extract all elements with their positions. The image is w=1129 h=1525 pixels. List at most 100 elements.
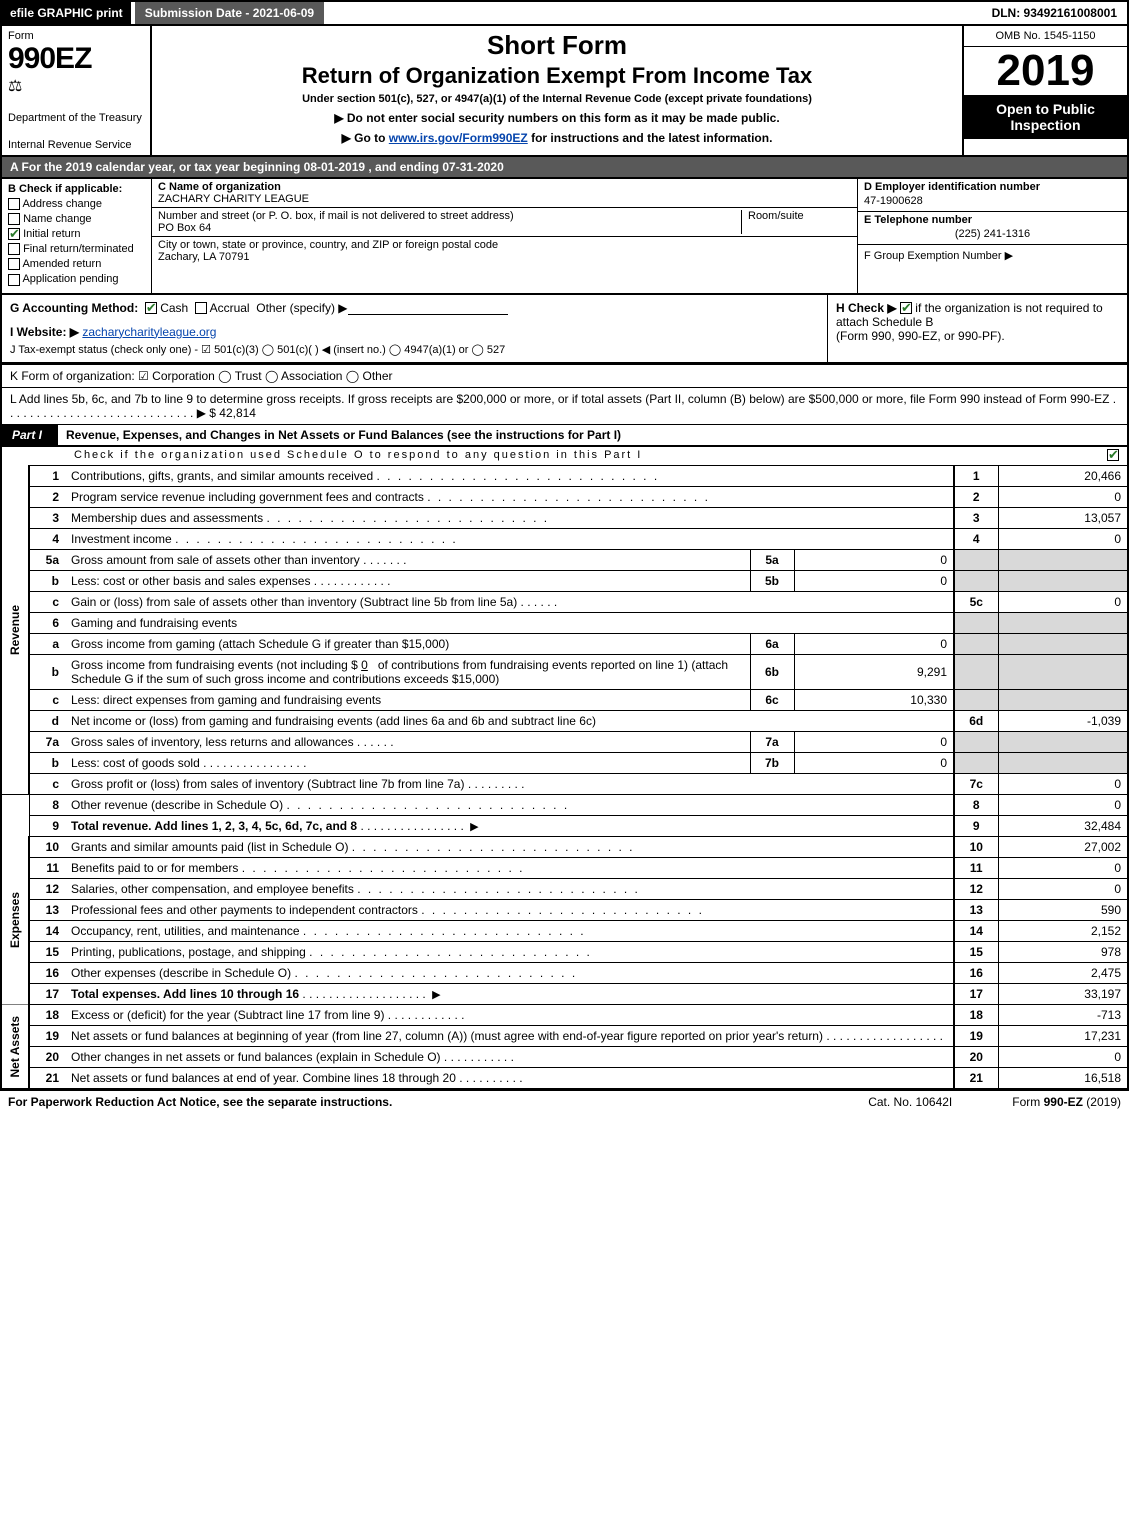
- val-3: 13,057: [998, 507, 1128, 528]
- footer-form-year: (2019): [1083, 1095, 1121, 1109]
- val-20: 0: [998, 1046, 1128, 1067]
- opt-name-change: Name change: [23, 213, 92, 225]
- g-label: G Accounting Method:: [10, 301, 138, 315]
- part1-title: Revenue, Expenses, and Changes in Net As…: [58, 425, 1127, 445]
- tax-year: 2019: [964, 47, 1127, 95]
- desc-6: Gaming and fundraising events: [65, 612, 954, 633]
- chk-application-pending[interactable]: Application pending: [8, 273, 145, 285]
- desc-3: Membership dues and assessments: [71, 511, 263, 525]
- val-17: 33,197: [998, 983, 1128, 1004]
- irs-link[interactable]: www.irs.gov/Form990EZ: [389, 131, 528, 145]
- j-tax-exempt: J Tax-exempt status (check only one) - ☑…: [10, 343, 819, 356]
- box-def: D Employer identification number 47-1900…: [857, 179, 1127, 293]
- city-label: City or town, state or province, country…: [158, 239, 851, 251]
- chk-final-return[interactable]: Final return/terminated: [8, 243, 145, 255]
- ln-9: 9: [29, 815, 65, 836]
- footer-form-pre: Form: [1012, 1095, 1043, 1109]
- subref-5b: 5b: [750, 570, 794, 591]
- shade-7a-val: [998, 731, 1128, 752]
- org-name: ZACHARY CHARITY LEAGUE: [158, 193, 851, 205]
- submission-date: Submission Date - 2021-06-09: [135, 2, 324, 24]
- c-name-label: C Name of organization: [158, 181, 281, 193]
- desc-13: Professional fees and other payments to …: [71, 903, 418, 917]
- subval-7b: 0: [794, 752, 954, 773]
- website-link[interactable]: zacharycharityleague.org: [82, 325, 216, 339]
- val-1: 20,466: [998, 465, 1128, 486]
- group-exemption: F Group Exemption Number ▶: [858, 244, 1127, 266]
- org-info-block: B Check if applicable: Address change Na…: [0, 179, 1129, 295]
- chk-accrual[interactable]: [195, 302, 207, 314]
- val-15: 978: [998, 941, 1128, 962]
- subval-6b: 9,291: [794, 654, 954, 689]
- chk-name-change[interactable]: Name change: [8, 213, 145, 225]
- goto-post: for instructions and the latest informat…: [528, 131, 773, 145]
- box-b: B Check if applicable: Address change Na…: [2, 179, 152, 293]
- row-6c: c Less: direct expenses from gaming and …: [1, 689, 1128, 710]
- ln-6c: c: [29, 689, 65, 710]
- footer-left: For Paperwork Reduction Act Notice, see …: [8, 1095, 808, 1109]
- k-form-org: K Form of organization: ☑ Corporation ◯ …: [0, 364, 1129, 387]
- ln-3: 3: [29, 507, 65, 528]
- shade-6c: [954, 689, 998, 710]
- sidebar-net-assets: Net Assets: [1, 1004, 29, 1089]
- ref-12: 12: [954, 878, 998, 899]
- ln-11: 11: [29, 857, 65, 878]
- ln-5c: c: [29, 591, 65, 612]
- ein-value: 47-1900628: [858, 195, 1127, 211]
- ref-15: 15: [954, 941, 998, 962]
- subval-5a: 0: [794, 549, 954, 570]
- ln-21: 21: [29, 1067, 65, 1089]
- chk-schedule-o[interactable]: [1107, 449, 1119, 461]
- gh-left: G Accounting Method: Cash Accrual Other …: [2, 295, 827, 362]
- val-5c: 0: [998, 591, 1128, 612]
- val-9: 32,484: [998, 815, 1128, 836]
- subval-6a: 0: [794, 633, 954, 654]
- shade-6b-val: [998, 654, 1128, 689]
- part1-sub: Check if the organization used Schedule …: [0, 447, 1129, 465]
- ref-5c: 5c: [954, 591, 998, 612]
- desc-5b: Less: cost or other basis and sales expe…: [71, 574, 310, 588]
- ref-4: 4: [954, 528, 998, 549]
- efile-print-label[interactable]: efile GRAPHIC print: [2, 2, 131, 24]
- ref-14: 14: [954, 920, 998, 941]
- chk-cash[interactable]: [145, 302, 157, 314]
- chk-h[interactable]: [900, 302, 912, 314]
- ref-21: 21: [954, 1067, 998, 1089]
- ref-8: 8: [954, 794, 998, 815]
- chk-address-change[interactable]: Address change: [8, 198, 145, 210]
- desc-7a: Gross sales of inventory, less returns a…: [71, 735, 354, 749]
- footer-right: Form 990-EZ (2019): [1012, 1095, 1121, 1109]
- opt-address-change: Address change: [22, 198, 102, 210]
- opt-accrual: Accrual: [210, 301, 250, 315]
- shade-7a: [954, 731, 998, 752]
- shade-7b: [954, 752, 998, 773]
- ln-13: 13: [29, 899, 65, 920]
- desc-6b: Gross income from fundraising events (no…: [65, 654, 750, 689]
- desc-5a: Gross amount from sale of assets other t…: [71, 553, 360, 567]
- chk-amended-return[interactable]: Amended return: [8, 258, 145, 270]
- desc-8: Other revenue (describe in Schedule O): [71, 798, 283, 812]
- opt-cash: Cash: [160, 301, 188, 315]
- ln-20: 20: [29, 1046, 65, 1067]
- desc-6b-1: Gross income from fundraising events (no…: [71, 658, 358, 672]
- box-h: H Check ▶ if the organization is not req…: [827, 295, 1127, 362]
- ln-15: 15: [29, 941, 65, 962]
- treasury-seal-icon: ⚖: [8, 76, 144, 96]
- desc-18: Excess or (deficit) for the year (Subtra…: [71, 1008, 384, 1022]
- header-right: OMB No. 1545-1150 2019 Open to Public In…: [962, 26, 1127, 155]
- subref-6c: 6c: [750, 689, 794, 710]
- h-label: H Check ▶: [836, 301, 897, 315]
- desc-4: Investment income: [71, 532, 172, 546]
- val-10: 27,002: [998, 836, 1128, 857]
- shade-6a: [954, 633, 998, 654]
- row-5b: b Less: cost or other basis and sales ex…: [1, 570, 1128, 591]
- ref-19: 19: [954, 1025, 998, 1046]
- city-value: Zachary, LA 70791: [158, 251, 851, 263]
- row-9: 9 Total revenue. Add lines 1, 2, 3, 4, 5…: [1, 815, 1128, 836]
- val-21: 16,518: [998, 1067, 1128, 1089]
- header-subtitle: Under section 501(c), 527, or 4947(a)(1)…: [160, 93, 954, 105]
- page-footer: For Paperwork Reduction Act Notice, see …: [0, 1090, 1129, 1113]
- form-number: 990EZ: [8, 42, 144, 76]
- chk-initial-return[interactable]: Initial return: [8, 228, 145, 240]
- header-left: Form 990EZ ⚖ Department of the Treasury …: [2, 26, 152, 155]
